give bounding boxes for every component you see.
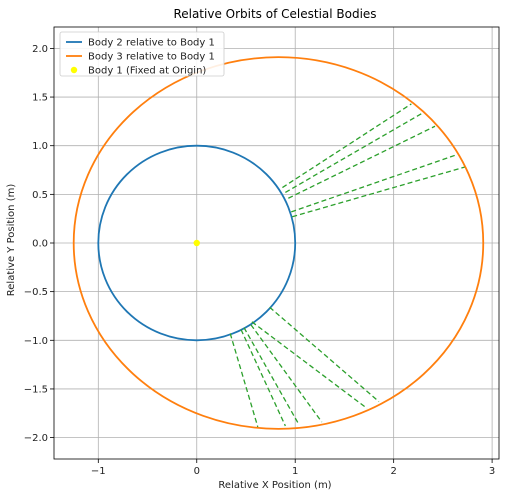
connection-line bbox=[229, 333, 259, 428]
connection-line bbox=[250, 324, 323, 423]
y-tick-label: 0.5 bbox=[32, 190, 48, 201]
x-tick-label: 0 bbox=[194, 466, 200, 477]
connection-line bbox=[243, 327, 300, 426]
legend-label: Body 2 relative to Body 1 bbox=[88, 38, 215, 49]
connection-line bbox=[291, 154, 455, 213]
grid-layer bbox=[54, 27, 499, 459]
y-tick-label: 1.0 bbox=[32, 141, 48, 152]
connection-line bbox=[282, 103, 412, 189]
axes-layer: −1 0 1 2 3 −2.0 −1.5 −1.0 −0.5 0.0 0.5 1.0 1.5 2.0 bbox=[24, 26, 500, 477]
x-tick-label: −1 bbox=[91, 466, 106, 477]
chart-title: Relative Orbits of Celestial Bodies bbox=[173, 7, 376, 21]
x-axis-label: Relative X Position (m) bbox=[218, 480, 331, 491]
body3-orbit-line bbox=[72, 56, 485, 430]
y-tick-label: 2.0 bbox=[32, 44, 48, 55]
y-axis-label: Relative Y Position (m) bbox=[6, 184, 17, 297]
y-tick-label: 1.5 bbox=[32, 93, 48, 104]
connection-line bbox=[240, 329, 286, 427]
points-layer bbox=[193, 239, 200, 247]
y-tick-label: −1.5 bbox=[24, 384, 48, 395]
y-tick-label: 0.0 bbox=[32, 239, 48, 250]
legend-label: Body 3 relative to Body 1 bbox=[88, 52, 215, 63]
connections-layer bbox=[229, 103, 465, 428]
connection-line bbox=[285, 112, 424, 193]
body2-orbit-line bbox=[97, 144, 297, 342]
legend-marker-body1 bbox=[70, 66, 78, 74]
y-tick-label: −0.5 bbox=[24, 287, 48, 298]
connection-line bbox=[269, 306, 380, 403]
connection-line bbox=[251, 321, 368, 409]
legend-box bbox=[59, 31, 225, 77]
connection-line bbox=[288, 125, 436, 199]
x-tick-label: 1 bbox=[292, 466, 298, 477]
y-tick-label: −1.0 bbox=[24, 336, 48, 347]
body1-origin-point bbox=[193, 239, 200, 247]
x-tick-label: 3 bbox=[489, 466, 495, 477]
legend-layer: Body 2 relative to Body 1 Body 3 relative… bbox=[59, 31, 225, 77]
series-layer bbox=[72, 56, 485, 430]
connection-line bbox=[292, 166, 465, 218]
legend-label: Body 1 (Fixed at Origin) bbox=[88, 66, 206, 77]
x-tick-label: 2 bbox=[390, 466, 396, 477]
y-tick-label: −2.0 bbox=[24, 433, 48, 444]
